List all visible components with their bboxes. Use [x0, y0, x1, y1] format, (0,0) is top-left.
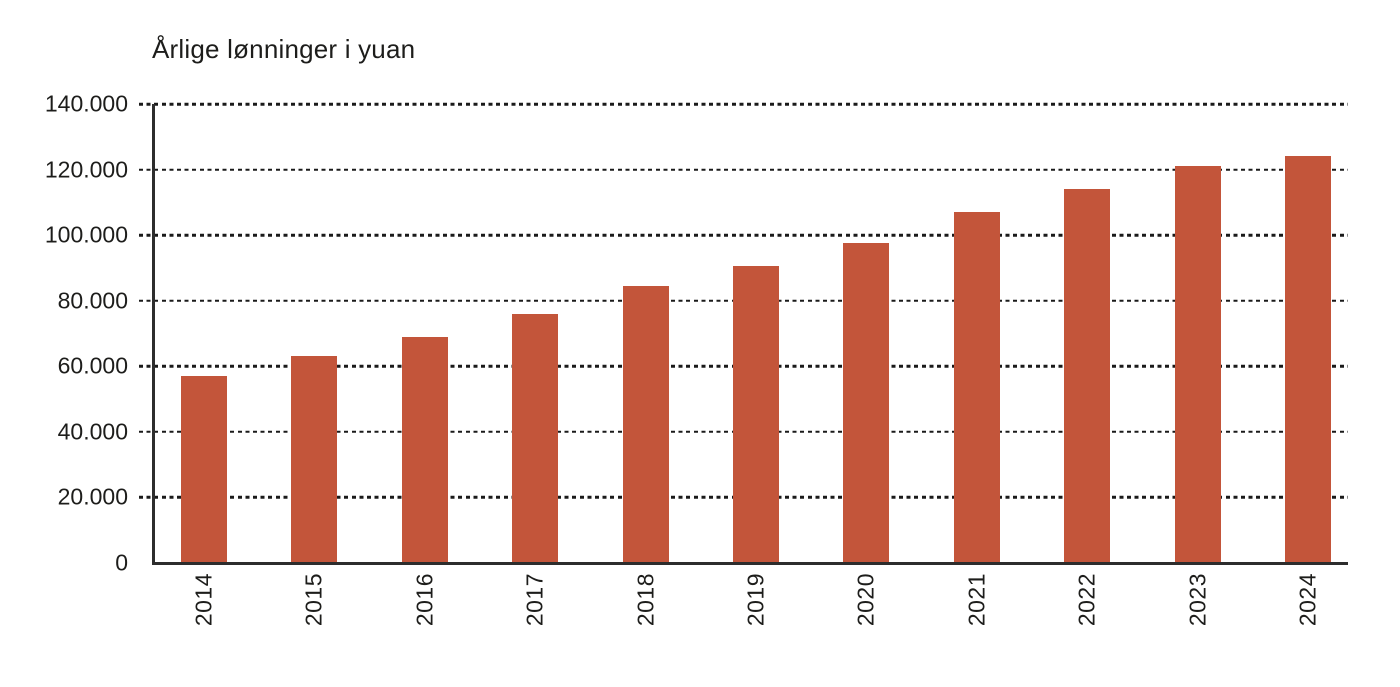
y-axis-tick-label: 120.000 — [44, 156, 128, 183]
x-axis-tick-label: 2017 — [521, 573, 548, 627]
x-axis-tick: 2015 — [300, 573, 327, 631]
x-axis-tick-label: 2016 — [411, 573, 438, 627]
x-axis-tick: 2020 — [852, 573, 879, 631]
bar-2021 — [953, 212, 1000, 563]
y-axis-tick-label: 100.000 — [44, 221, 128, 248]
x-axis-line — [152, 561, 1348, 565]
bar-2019 — [733, 266, 779, 563]
x-axis-tick-label: 2023 — [1184, 573, 1211, 627]
y-axis-line — [152, 104, 155, 563]
x-axis-tick-label: 2022 — [1073, 573, 1100, 627]
y-axis-tick-label: 60.000 — [57, 352, 128, 379]
bar-2022 — [1064, 189, 1111, 563]
x-axis-tick: 2017 — [521, 573, 548, 631]
x-axis-tick: 2024 — [1294, 573, 1321, 631]
gridline-140000 — [139, 102, 1348, 106]
chart-title: Årlige lønninger i yuan — [152, 34, 416, 64]
y-axis-tick-label: 0 — [115, 549, 128, 576]
y-axis-tick-label: 20.000 — [57, 483, 128, 510]
gridline-100000 — [139, 233, 1348, 237]
x-axis-tick-label: 2020 — [852, 573, 879, 627]
bar-2020 — [843, 243, 890, 563]
y-axis-tick-label: 140.000 — [44, 90, 128, 117]
y-axis-tick-label: 80.000 — [57, 287, 128, 314]
x-axis-tick-label: 2024 — [1294, 573, 1321, 627]
x-axis-tick: 2021 — [963, 573, 990, 631]
bar-2016 — [401, 336, 448, 563]
gridline-120000 — [139, 168, 1348, 171]
bar-2023 — [1174, 166, 1221, 563]
bar-2015 — [291, 356, 338, 563]
x-axis-tick: 2019 — [742, 573, 769, 631]
x-axis-tick: 2022 — [1073, 573, 1100, 631]
bar-2017 — [512, 313, 559, 563]
x-axis-tick-label: 2015 — [300, 573, 327, 627]
x-axis-tick-label: 2014 — [190, 573, 217, 627]
y-axis-tick-label: 40.000 — [57, 418, 128, 445]
x-axis-tick: 2023 — [1184, 573, 1211, 631]
x-axis-tick: 2014 — [190, 573, 217, 631]
plot-area: 0 20.000 40.000 60.000 80.000 100.000 120.000 1… — [45, 92, 1348, 626]
x-axis-tick-label: 2021 — [963, 573, 990, 627]
x-axis-tick-label: 2019 — [742, 573, 769, 627]
bar-2018 — [622, 285, 669, 563]
bar-2024 — [1285, 156, 1331, 563]
x-axis-tick: 2018 — [632, 573, 659, 631]
x-axis-tick: 2016 — [411, 573, 438, 631]
bar-2014 — [181, 376, 227, 563]
x-axis-tick-label: 2018 — [632, 573, 659, 627]
